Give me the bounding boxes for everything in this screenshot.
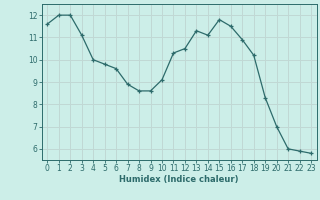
X-axis label: Humidex (Indice chaleur): Humidex (Indice chaleur) [119, 175, 239, 184]
